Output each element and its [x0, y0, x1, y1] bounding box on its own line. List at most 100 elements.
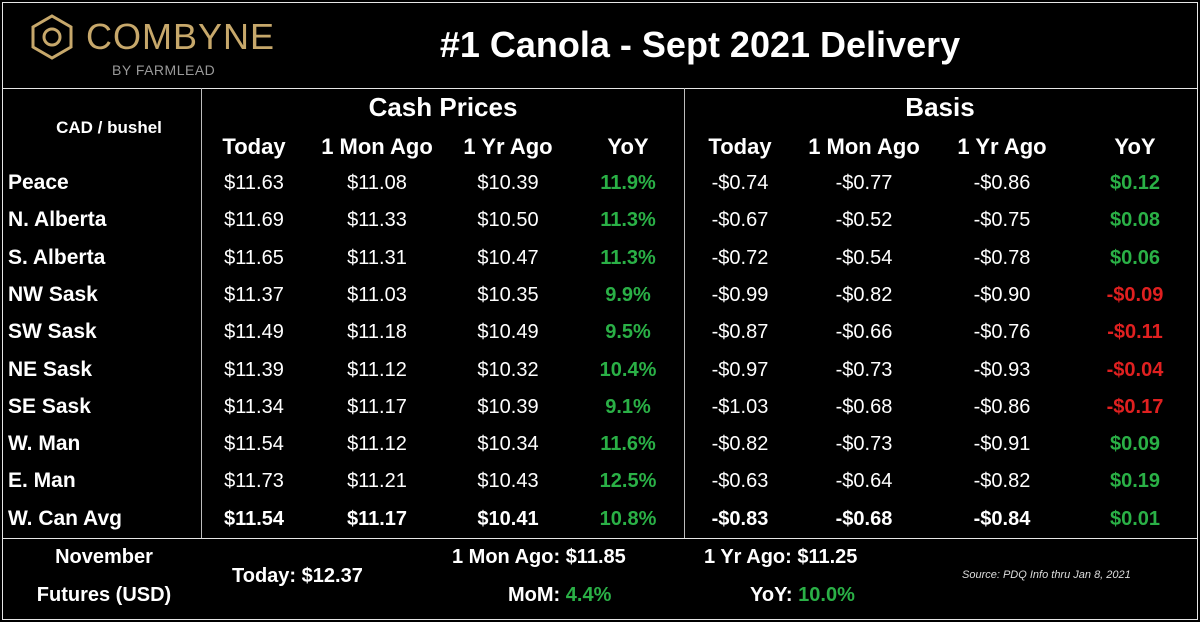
cash-yoy-cell: 11.3% [600, 247, 656, 269]
basis-cell: -$0.82 [835, 284, 893, 306]
basis-cell: -$0.68 [835, 396, 893, 418]
cash-price-cell: $11.69 [224, 209, 284, 231]
region-label: E. Man [8, 469, 76, 492]
basis-cell: -$0.82 [711, 433, 769, 455]
basis-cell: -$0.91 [973, 433, 1031, 455]
cash-price-cell: $10.34 [477, 433, 539, 455]
cash-price-cell: $10.43 [477, 470, 539, 492]
cash-price-cell: $11.12 [347, 433, 407, 455]
cash-price-cell: $11.17 [347, 396, 407, 418]
futures-mon-ago-label: 1 Mon Ago: [452, 546, 561, 568]
page-title: #1 Canola - Sept 2021 Delivery [439, 24, 961, 65]
basis-yoy-cell: $0.06 [1109, 247, 1161, 269]
basis-yoy-cell: $0.19 [1109, 470, 1161, 492]
basis-cell: -$0.63 [711, 470, 769, 492]
brand-name: COMBYNE [86, 16, 276, 57]
cash-price-cell: $11.49 [224, 321, 284, 343]
combyne-logo: COMBYNE BY FARMLEAD [30, 12, 274, 82]
basis-yoy-cell: -$0.09 [1106, 284, 1164, 306]
basis-col-header: YoY [1114, 134, 1156, 159]
basis-cell: -$0.73 [835, 359, 893, 381]
basis-cell: -$0.75 [973, 209, 1031, 231]
cash-price-cell: $11.54 [223, 508, 285, 530]
cash-yoy-cell: 11.3% [600, 209, 656, 231]
cash-price-cell: $11.37 [224, 284, 284, 306]
cash-price-cell: $11.54 [224, 433, 284, 455]
basis-cell: -$0.83 [711, 508, 769, 530]
basis-cell: -$0.73 [835, 433, 893, 455]
basis-cell: -$0.78 [973, 247, 1031, 269]
region-label: N. Alberta [8, 208, 107, 231]
region-label: NE Sask [8, 358, 93, 381]
cash-price-cell: $10.49 [477, 321, 539, 343]
cash-yoy-cell: 11.9% [600, 172, 656, 194]
cash-price-cell: $11.21 [347, 470, 407, 492]
basis-cell: -$0.86 [973, 172, 1031, 194]
basis-yoy-cell: $0.08 [1109, 209, 1161, 231]
basis-cell: -$0.72 [711, 247, 769, 269]
unit-label: CAD / bushel [56, 118, 162, 137]
cash-yoy-cell: 9.5% [605, 321, 651, 343]
basis-cell: -$1.03 [711, 396, 769, 418]
futures-yr-ago-label: 1 Yr Ago: [704, 546, 792, 568]
basis-cell: -$0.97 [711, 359, 769, 381]
region-label: W. Man [8, 432, 81, 455]
cash-price-cell: $10.35 [477, 284, 539, 306]
futures-today-value: $12.37 [301, 565, 363, 587]
basis-col-header: 1 Yr Ago [957, 134, 1047, 159]
cash-price-cell: $10.47 [477, 247, 539, 269]
basis-cell: -$0.93 [973, 359, 1031, 381]
cash-yoy-cell: 10.8% [599, 508, 657, 530]
cash-price-cell: $11.34 [224, 396, 284, 418]
cash-price-cell: $11.03 [347, 284, 407, 306]
futures-yoy: YoY: 10.0% [750, 584, 855, 607]
futures-yr-ago-value: $11.25 [797, 546, 858, 568]
basis-yoy-cell: -$0.11 [1107, 321, 1163, 343]
cash-price-cell: $10.41 [477, 508, 539, 530]
cash-col-header: 1 Mon Ago [321, 134, 433, 159]
basis-cell: -$0.87 [711, 321, 769, 343]
futures-today-label: Today: [232, 565, 297, 587]
basis-cell: -$0.86 [973, 396, 1031, 418]
cash-price-cell: $11.18 [347, 321, 407, 343]
futures-yoy-value: 10.0% [798, 584, 855, 606]
divider-groups [684, 88, 685, 538]
basis-col-header: Today [708, 134, 772, 159]
cash-price-cell: $11.39 [224, 359, 284, 381]
divider-labels [201, 88, 202, 538]
group-basis: Basis [905, 92, 975, 122]
region-label: Peace [8, 171, 69, 194]
divider-header [2, 88, 1198, 89]
region-label: SE Sask [8, 395, 91, 418]
futures-today: Today: $12.37 [232, 565, 363, 588]
basis-cell: -$0.74 [711, 172, 769, 194]
basis-cell: -$0.54 [835, 247, 893, 269]
futures-mon-ago-value: $11.85 [565, 546, 626, 568]
cash-col-header: YoY [607, 134, 649, 159]
source-note: Source: PDQ Info thru Jan 8, 2021 [962, 569, 1131, 581]
divider-footer [2, 538, 1198, 539]
cash-price-cell: $11.65 [224, 247, 284, 269]
cash-yoy-cell: 9.9% [605, 284, 651, 306]
region-label: SW Sask [8, 320, 97, 343]
futures-mom-label: MoM: [508, 584, 561, 606]
cash-price-cell: $11.17 [346, 508, 408, 530]
combyne-hexagon-icon [31, 14, 73, 60]
futures-mom-value: 4.4% [565, 584, 612, 606]
cash-price-cell: $11.73 [224, 470, 284, 492]
cash-price-cell: $10.39 [477, 172, 539, 194]
cash-price-cell: $11.63 [224, 172, 284, 194]
basis-yoy-cell: -$0.17 [1106, 396, 1164, 418]
basis-cell: -$0.90 [973, 284, 1031, 306]
cash-yoy-cell: 12.5% [599, 470, 657, 492]
basis-yoy-cell: $0.01 [1109, 508, 1161, 530]
region-label: W. Can Avg [8, 507, 122, 530]
futures-mom: MoM: 4.4% [508, 584, 611, 607]
basis-cell: -$0.66 [835, 321, 893, 343]
futures-mon-ago: 1 Mon Ago: $11.85 [452, 546, 626, 569]
cash-price-cell: $11.12 [347, 359, 407, 381]
basis-cell: -$0.64 [835, 470, 893, 492]
basis-cell: -$0.68 [835, 508, 893, 530]
basis-cell: -$0.52 [835, 209, 893, 231]
